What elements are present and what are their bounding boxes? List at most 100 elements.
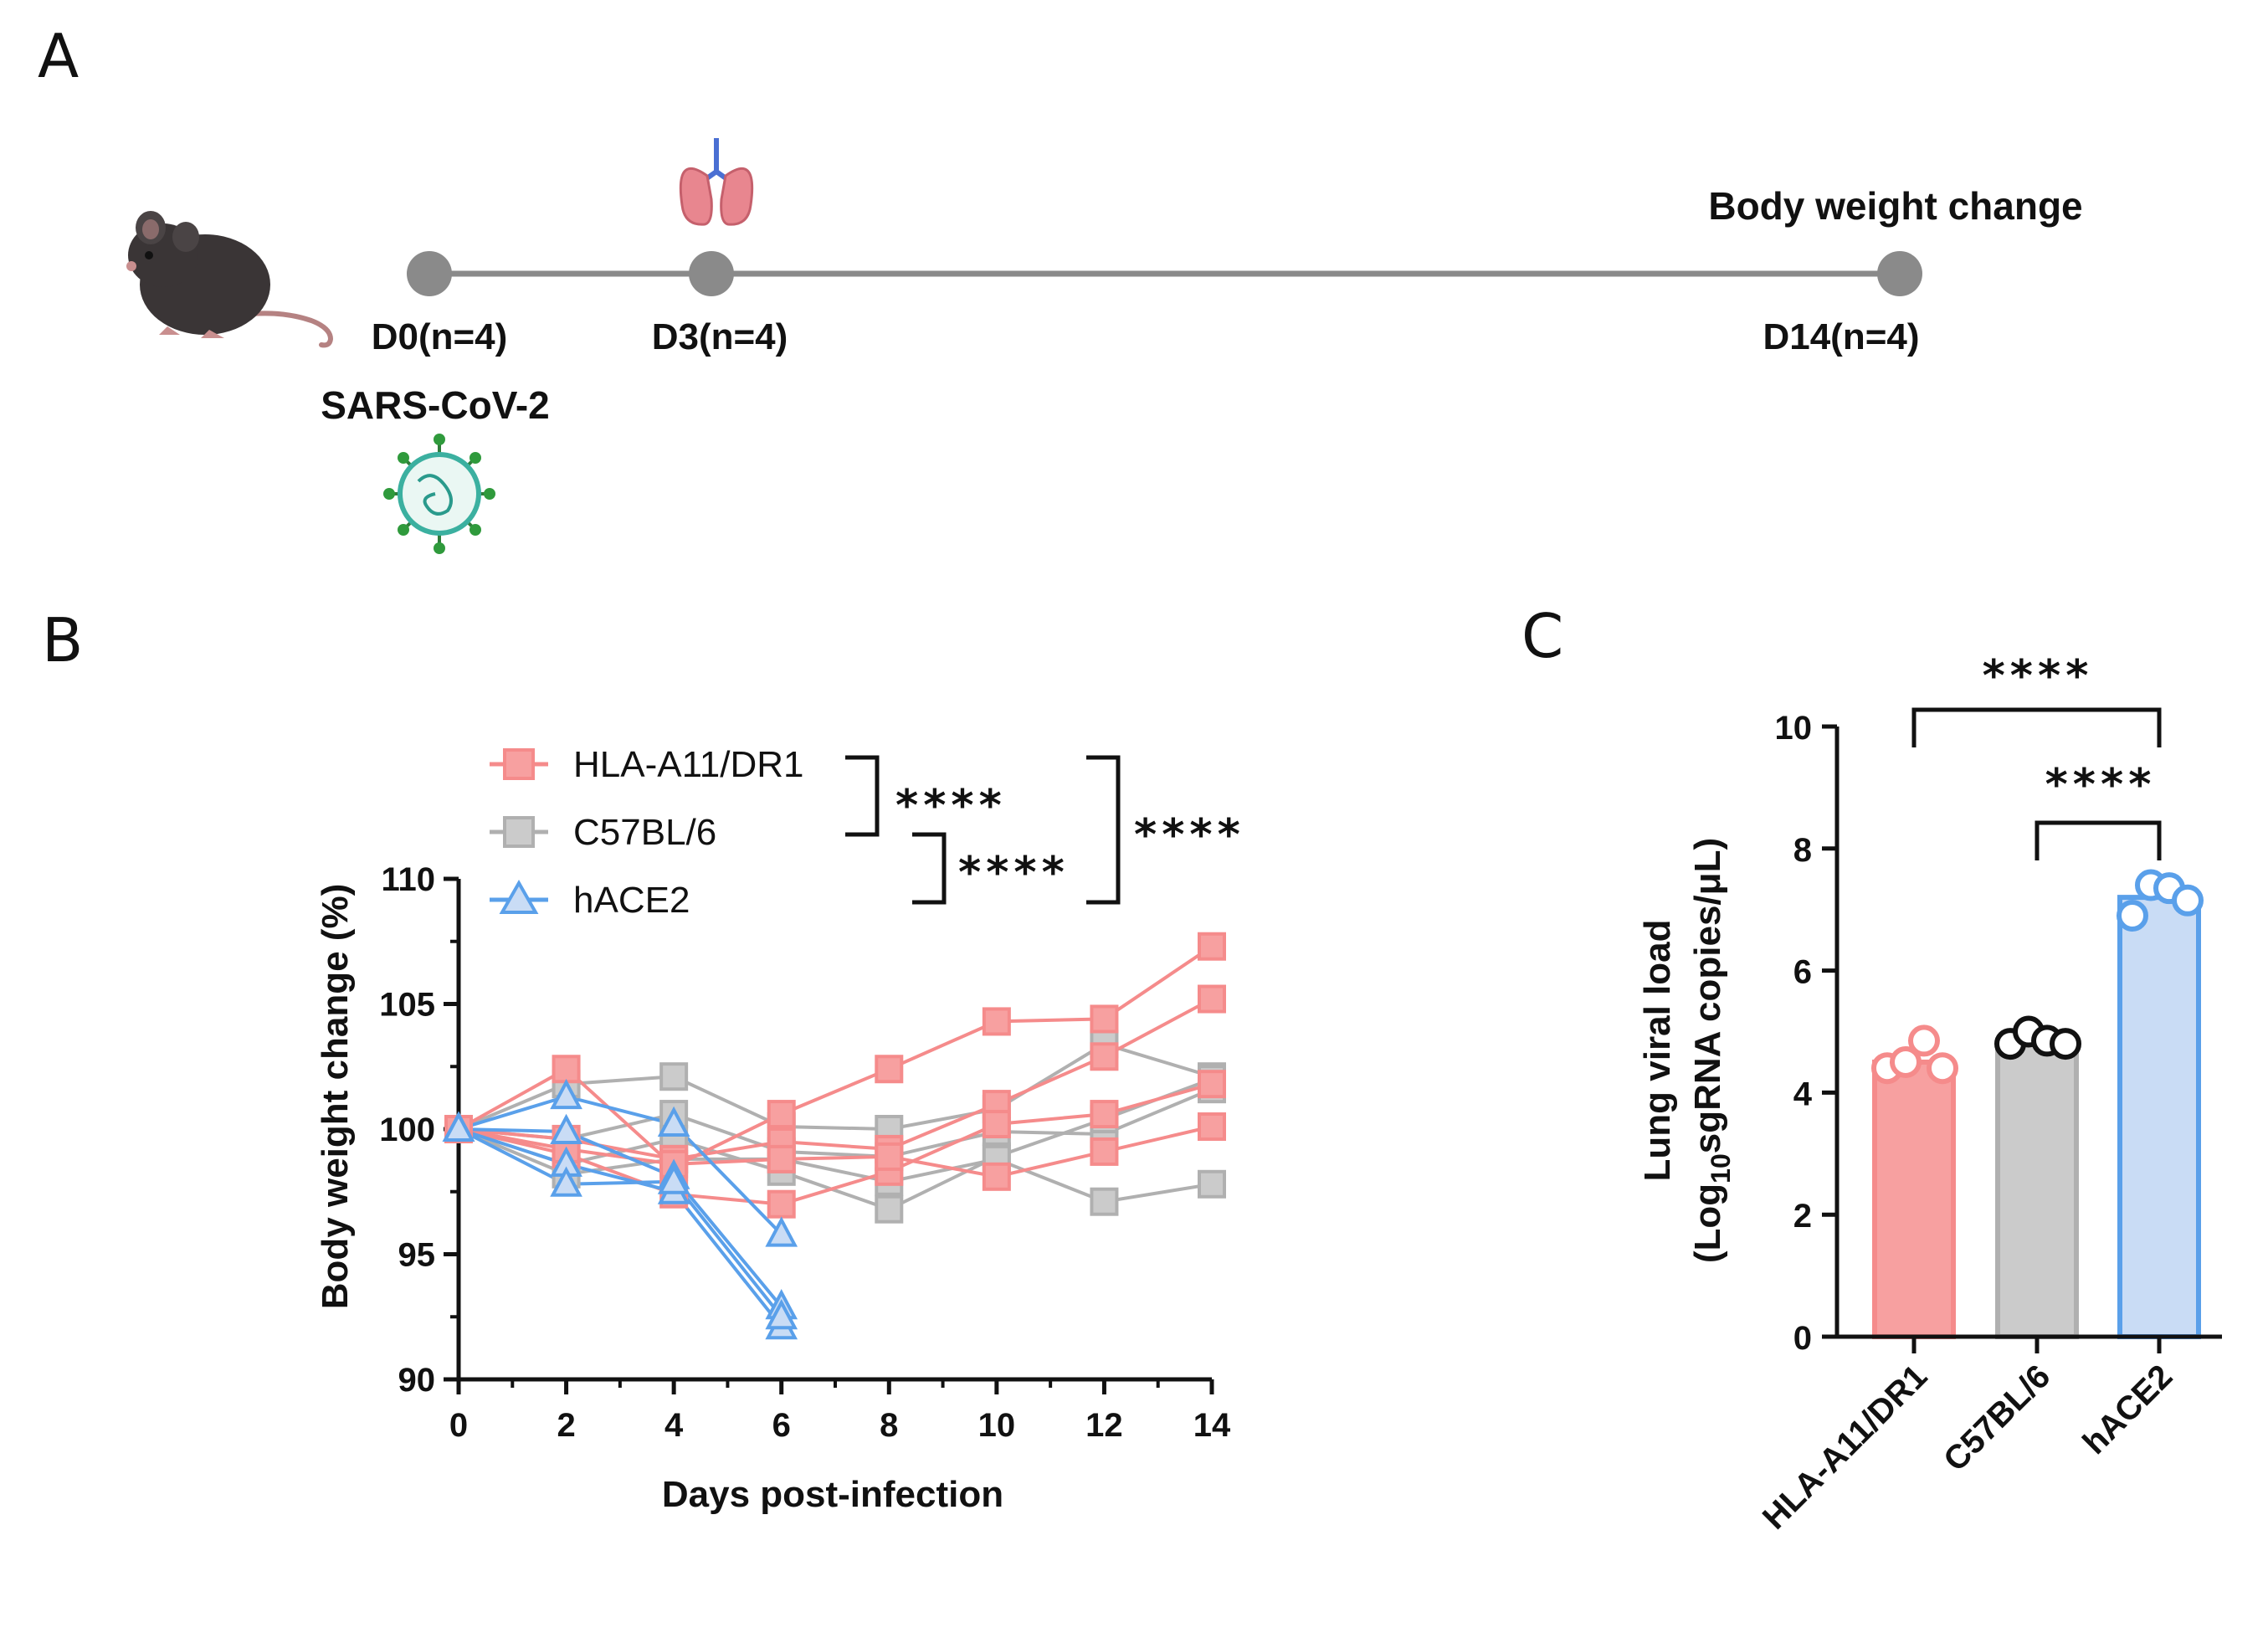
marker-red-3-5: [982, 1162, 1011, 1191]
panel-label-b: B: [42, 605, 83, 675]
virus-label: SARS-CoV-2: [321, 383, 549, 427]
mouse-icon: [126, 211, 334, 348]
point-blue-0: [2117, 899, 2148, 932]
bar-y-tick-label-0: 0: [1793, 1320, 1812, 1357]
marker-blue-0-3: [765, 1216, 798, 1247]
marker-grey-3-7: [1198, 1169, 1226, 1199]
x-tick-label-14: 14: [1193, 1407, 1231, 1444]
panel-label-a: A: [38, 21, 79, 91]
marker-red-0-1: [552, 1055, 581, 1084]
bar-x-tick-label-1: C57BL/6: [1937, 1358, 2057, 1478]
marker-blue-0-2: [657, 1106, 690, 1137]
bar-y-tick-label-4: 4: [1793, 1076, 1813, 1112]
line-chart-sig-1: ****: [895, 781, 1007, 831]
series-line-blue-1: [458, 1127, 783, 1308]
ylabel-units-suffix: sgRNA copies/μL): [1687, 838, 1728, 1153]
marker-red-0-4: [875, 1055, 904, 1084]
point-blue-3: [2172, 884, 2204, 917]
timeline-label-d14: D14(n=4): [1763, 316, 1919, 357]
timeline-label-d3: D3(n=4): [652, 316, 788, 357]
y-tick-label-95: 95: [398, 1237, 436, 1274]
series-line-red-0: [458, 945, 1214, 1169]
line-chart-sig-2: ****: [958, 848, 1070, 898]
marker-blue-3-1: [550, 1166, 582, 1197]
marker-blue-3-3: [765, 1299, 798, 1330]
marker-blue-1-1: [550, 1113, 582, 1144]
marker-red-3-4: [875, 1142, 904, 1171]
legend-label-c57: C57BL/6: [573, 812, 716, 853]
x-tick-label-2: 2: [557, 1407, 575, 1444]
legend-label-hla: HLA-A11/DR1: [573, 744, 804, 785]
y-tick-label-105: 105: [379, 987, 435, 1024]
x-tick-label-8: 8: [880, 1407, 898, 1444]
bar-red: [1872, 1059, 1956, 1339]
marker-red-1-6: [1090, 1042, 1119, 1071]
x-tick-label-10: 10: [978, 1407, 1016, 1444]
bar-x-tick-label-2: hACE2: [2076, 1358, 2180, 1461]
x-tick-label-12: 12: [1085, 1407, 1123, 1444]
marker-blue-3-2: [657, 1163, 690, 1194]
legend: HLA-A11/DR1 C57BL/6 hACE2: [490, 744, 804, 921]
virus-icon: [383, 434, 495, 554]
timeline-end-title: Body weight change: [1708, 184, 2082, 228]
x-tick-label-0: 0: [449, 1407, 468, 1444]
series-line-blue-3: [458, 1127, 783, 1318]
marker-red-0-7: [1198, 932, 1226, 961]
series-line-grey-1: [458, 1087, 1213, 1158]
bar-grey: [1995, 1038, 2079, 1340]
marker-red-3-6: [1090, 1137, 1119, 1166]
bar-chart-ylabel-units: (Log10sgRNA copies/μL): [1687, 838, 1736, 1263]
series-line-blue-0: [458, 1095, 783, 1235]
marker-red-0-5: [982, 1007, 1011, 1036]
x-tick-label-4: 4: [664, 1407, 684, 1444]
line-chart-ylabel: Body weight change (%): [315, 884, 356, 1309]
legend-label-hace2: hACE2: [573, 880, 690, 921]
bar-blue: [2117, 895, 2201, 1339]
legend-item-hla: HLA-A11/DR1: [490, 744, 804, 785]
ylabel-units-sub: 10: [1706, 1153, 1736, 1184]
timeline-dot-d0: [407, 251, 452, 296]
marker-grey-0-2: [659, 1062, 689, 1091]
point-red-2: [1908, 1024, 1940, 1057]
marker-blue-3-0: [442, 1111, 475, 1142]
lung-icon: [679, 138, 754, 226]
timeline-label-d0: D0(n=4): [372, 316, 508, 357]
bar-y-tick-label-10: 10: [1775, 710, 1813, 747]
marker-grey-3-6: [1090, 1187, 1119, 1216]
bar-chart-sig-1: ****: [1983, 651, 2094, 701]
marker-red-1-7: [1198, 984, 1226, 1014]
legend-item-hace2: hACE2: [490, 879, 690, 921]
bar-x-tick-label-0: HLA-A11/DR1: [1756, 1358, 1934, 1536]
marker-red-0-3: [767, 1100, 796, 1129]
y-tick-label-90: 90: [398, 1362, 436, 1399]
line-chart-sig-3: ****: [1134, 810, 1245, 860]
marker-red-3-7: [1198, 1112, 1226, 1142]
series-line-red-1: [458, 997, 1213, 1161]
panel-label-c: C: [1521, 601, 1563, 671]
series-line-blue-2: [458, 1127, 783, 1328]
body-weight-line-chart: 0 2 4 6 8 10 12 14 90 95 100 105 110: [379, 861, 1231, 1444]
legend-item-c57: C57BL/6: [490, 812, 716, 853]
marker-red-2-3: [767, 1189, 796, 1219]
ylabel-units-prefix: (Log: [1687, 1184, 1728, 1263]
x-tick-label-6: 6: [772, 1407, 791, 1444]
marker-red-2-7: [1198, 1070, 1226, 1099]
point-grey-3: [2050, 1028, 2081, 1060]
viral-load-bar-chart: 0 2 4 6 8 10 HLA-A11/DR1 C57BL/6 hACE2: [1756, 710, 2222, 1537]
bar-chart-sig-2: ****: [2045, 760, 2157, 810]
line-chart-xlabel: Days post-infection: [662, 1474, 1003, 1515]
y-tick-label-110: 110: [381, 861, 435, 898]
bar-chart-significance: [1911, 707, 2162, 860]
timeline-dot-d14: [1877, 251, 1922, 296]
point-red-3: [1927, 1052, 1958, 1085]
marker-grey-2-4: [875, 1194, 904, 1224]
bar-y-tick-label-2: 2: [1793, 1198, 1812, 1235]
series-line-grey-0: [458, 1042, 1213, 1132]
timeline-dot-d3: [689, 251, 734, 296]
marker-red-2-6: [1090, 1100, 1119, 1129]
point-red-1: [1890, 1045, 1922, 1078]
marker-red-0-6: [1090, 1004, 1119, 1034]
line-chart-significance: [845, 755, 1121, 905]
bar-y-tick-label-8: 8: [1793, 832, 1812, 869]
